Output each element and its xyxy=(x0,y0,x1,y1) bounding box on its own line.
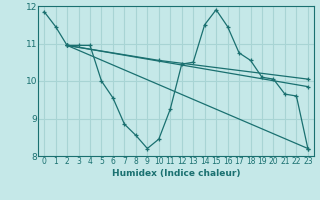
X-axis label: Humidex (Indice chaleur): Humidex (Indice chaleur) xyxy=(112,169,240,178)
